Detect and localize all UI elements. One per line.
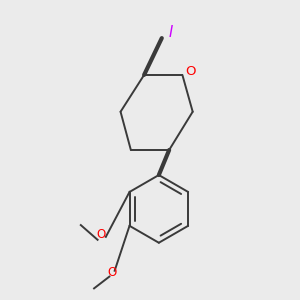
Text: I: I — [168, 25, 173, 40]
Text: O: O — [185, 65, 196, 79]
Text: O: O — [97, 228, 106, 241]
Text: O: O — [107, 266, 116, 279]
